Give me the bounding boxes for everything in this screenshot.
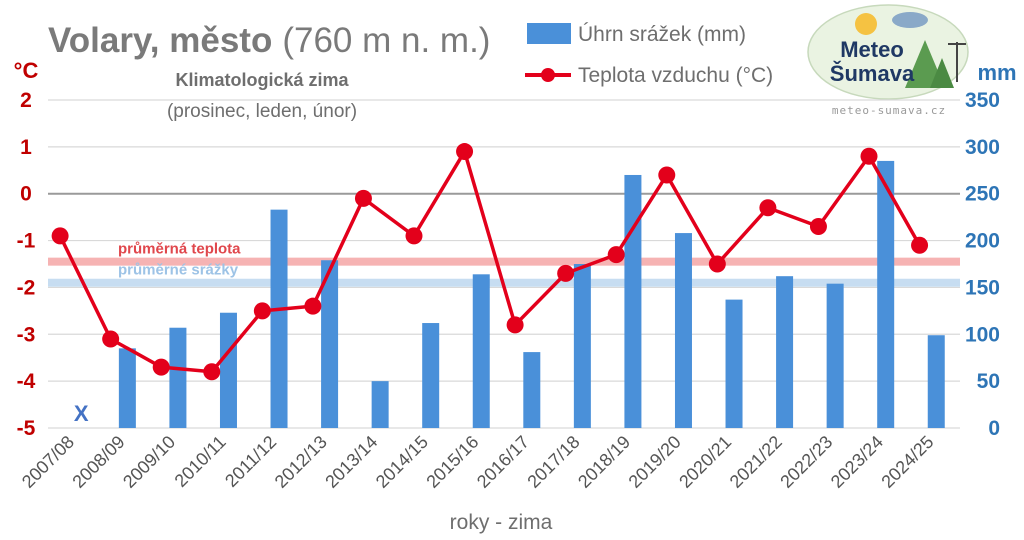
temp-point (253, 302, 271, 320)
tree-small-icon (930, 58, 954, 88)
y-left-tick-label: -5 (17, 417, 36, 440)
precip-bar (270, 209, 288, 428)
temp-point (203, 363, 221, 381)
temp-line (51, 143, 929, 381)
legend-precip-label: Úhrn srážek (mm) (578, 23, 746, 46)
x-tick-label: 2014/15 (372, 432, 432, 492)
x-tick-label: 2016/17 (473, 432, 533, 492)
precip-bar (674, 233, 692, 428)
x-axis-label: roky - zima (450, 511, 553, 534)
chart-title: Volary, město (760 m n. m.) (48, 21, 490, 60)
y-right-tick-label: 200 (965, 230, 1000, 253)
precip-bar (725, 299, 743, 428)
cloud-icon (892, 12, 928, 28)
x-tick-label: 2019/20 (625, 432, 685, 492)
y-right-tick-label: 0 (988, 417, 1000, 440)
legend: Úhrn srážek (mm) Teplota vzduchu (°C) (525, 23, 773, 87)
y-right-ticks: 350 300 250 200 150 100 50 0 (965, 89, 1000, 440)
y-right-tick-label: 150 (965, 276, 1000, 299)
x-tick-label: 2009/10 (119, 432, 179, 492)
y-left-tick-label: -2 (17, 276, 36, 299)
temp-point (911, 236, 929, 254)
precip-bar (826, 283, 844, 428)
x-tick-label: 2013/14 (321, 432, 381, 492)
x-tick-label: 2007/08 (18, 432, 78, 492)
legend-bar-swatch (527, 23, 571, 44)
x-tick-label: 2012/13 (271, 432, 331, 492)
temp-point (809, 218, 827, 236)
avg-precip-label: průměrné srážky (118, 262, 239, 279)
temp-point (102, 330, 120, 348)
avg-temp-band (48, 257, 960, 266)
y-right-tick-label: 350 (965, 89, 1000, 112)
x-tick-label: 2020/21 (675, 432, 735, 492)
temp-point (506, 316, 524, 334)
precip-bar (371, 381, 389, 428)
chart-subtitle: Klimatologická zima (175, 70, 349, 90)
temp-point (557, 264, 575, 282)
y-left-tick-label: -3 (17, 323, 36, 346)
x-ticks: 2007/082008/092009/102010/112011/122012/… (18, 432, 938, 492)
x-tick-label: 2022/23 (776, 432, 836, 492)
precip-bar (573, 264, 591, 428)
temp-point (304, 297, 322, 315)
legend-line-marker (541, 68, 555, 82)
precip-bar (927, 335, 945, 428)
precip-bar (472, 274, 490, 428)
chart-subtitle-period: (prosinec, leden, únor) (167, 101, 357, 122)
x-tick-label: 2023/24 (827, 432, 887, 492)
average-bands: průměrná teplota průměrné srážky (48, 241, 960, 287)
precip-bar (219, 312, 237, 428)
x-tick-label: 2010/11 (171, 432, 230, 491)
avg-temp-label: průměrná teplota (118, 241, 241, 258)
x-tick-label: 2018/19 (574, 432, 634, 492)
y-left-tick-label: 0 (20, 183, 32, 206)
temp-point (152, 358, 170, 376)
x-tick-label: 2024/25 (877, 432, 937, 492)
logo-line2: Šumava (830, 61, 915, 86)
logo-line1: Meteo (840, 37, 904, 62)
x-tick-label: 2008/09 (69, 432, 129, 492)
temp-point (354, 189, 372, 207)
x-tick-label: 2017/18 (524, 432, 584, 492)
temp-point (708, 255, 726, 273)
temp-point (51, 227, 69, 245)
precip-bar (523, 352, 541, 428)
x-tick-label: 2011/12 (221, 432, 280, 491)
temp-point (759, 199, 777, 217)
precip-bar (776, 276, 794, 428)
precip-bar (624, 174, 642, 428)
y-left-tick-label: 1 (20, 136, 32, 159)
y-left-unit: °C (14, 58, 39, 83)
y-right-tick-label: 100 (965, 323, 1000, 346)
temp-point (860, 147, 878, 165)
precip-bars: X (74, 160, 945, 428)
precip-bar (422, 323, 440, 428)
precip-bar (169, 327, 187, 428)
y-left-tick-label: -4 (17, 370, 36, 393)
website-label: meteo-sumava.cz (832, 104, 946, 117)
temp-point (405, 227, 423, 245)
y-right-tick-label: 250 (965, 183, 1000, 206)
x-tick-label: 2015/16 (422, 432, 482, 492)
precip-bar (877, 160, 895, 428)
y-right-tick-label: 300 (965, 136, 1000, 159)
y-right-unit: mm (977, 60, 1016, 85)
precip-bar (118, 348, 136, 428)
y-left-ticks: 2 1 0 -1 -2 -3 -4 -5 (17, 89, 36, 440)
missing-data-mark: X (74, 401, 89, 426)
precip-bar (321, 260, 339, 428)
y-left-tick-label: -1 (17, 230, 36, 253)
meteo-sumava-logo: Meteo Šumava (807, 4, 969, 100)
legend-temp-label: Teplota vzduchu (°C) (578, 64, 773, 87)
x-tick-label: 2021/22 (726, 432, 786, 492)
temp-point (658, 166, 676, 184)
sun-icon (855, 13, 877, 35)
y-left-tick-label: 2 (20, 89, 32, 112)
temp-point (607, 246, 625, 264)
y-right-tick-label: 50 (977, 370, 1000, 393)
temp-point (456, 143, 474, 161)
